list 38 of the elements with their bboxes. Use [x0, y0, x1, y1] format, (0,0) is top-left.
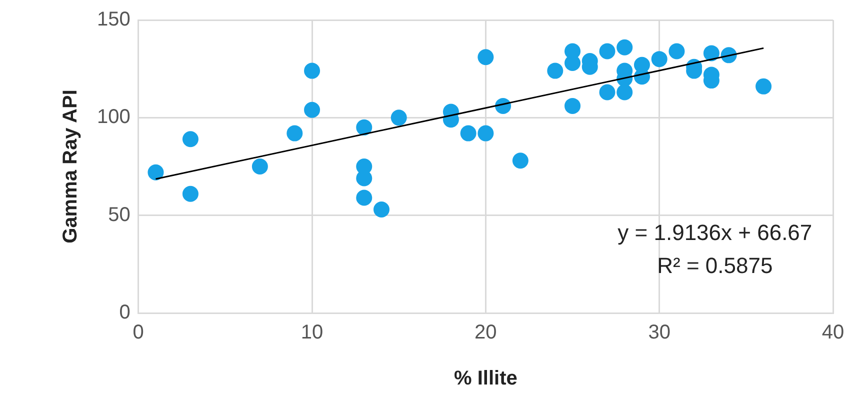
point — [356, 119, 372, 136]
y-tick-label: 50 — [108, 204, 130, 226]
x-tick-label: 40 — [822, 322, 844, 344]
point — [182, 131, 198, 148]
point — [148, 164, 164, 180]
point — [286, 125, 303, 142]
y-axis-title: Gamma Ray API — [60, 90, 82, 244]
x-tick-label: 30 — [648, 322, 670, 344]
y-tick-label: 0 — [119, 302, 130, 324]
point — [304, 62, 320, 79]
annotation: y = 1.9136x + 66.67 — [618, 220, 812, 245]
point — [356, 170, 372, 186]
point — [460, 125, 476, 142]
point — [547, 62, 564, 79]
point — [668, 43, 685, 60]
point — [599, 43, 616, 60]
point — [756, 78, 772, 94]
point — [512, 152, 528, 169]
x-tick-label: 20 — [474, 322, 497, 344]
point — [651, 51, 668, 68]
point — [478, 125, 494, 142]
point — [252, 158, 268, 174]
point — [356, 190, 372, 206]
y-tick-label: 100 — [96, 106, 130, 128]
x-tick-label: 10 — [300, 322, 324, 344]
point — [373, 201, 390, 218]
point — [304, 102, 320, 118]
point — [616, 39, 633, 56]
point — [564, 98, 581, 114]
point — [478, 49, 494, 66]
point — [390, 110, 407, 126]
annotation: R² = 0.5875 — [657, 252, 773, 278]
point — [599, 84, 616, 100]
point — [703, 45, 720, 62]
point — [182, 186, 198, 202]
x-axis-title: % Illite — [454, 368, 518, 390]
y-tick-label: 150 — [96, 8, 130, 31]
point — [616, 84, 633, 100]
